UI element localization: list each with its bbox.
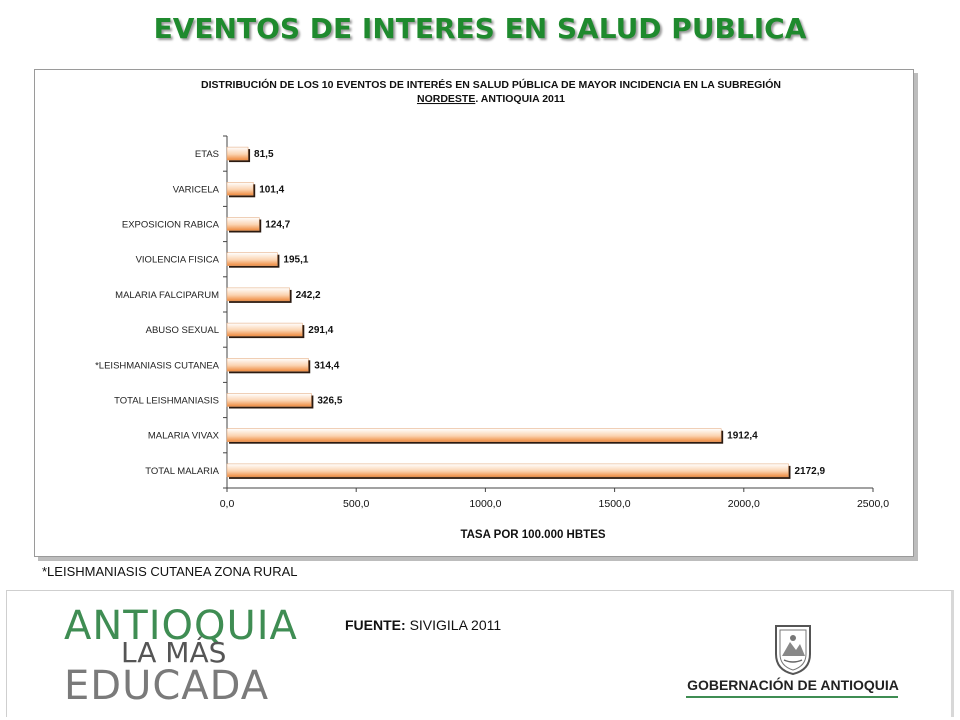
category-label: MALARIA FALCIPARUM [115,290,219,301]
x-tick-label: 1000,0 [469,498,501,510]
chart-title-region: NORDESTE [417,93,475,105]
gobernacion-underline [686,696,898,698]
data-label: 101,4 [259,184,284,195]
x-tick-label: 0,0 [220,498,235,510]
data-label: 242,2 [296,290,321,301]
gobernacion-logo: GOBERNACIÓN DE ANTIOQUIA [686,620,900,706]
footnote: *LEISHMANIASIS CUTANEA ZONA RURAL [42,564,298,579]
data-label: 124,7 [265,220,290,231]
bar [226,393,312,407]
category-label: *LEISHMANIASIS CUTANEA [95,360,220,371]
logo-line-educada: EDUCADA [64,663,270,709]
x-tick-label: 1500,0 [599,498,631,510]
bar [226,146,249,161]
category-label: VIOLENCIA FISICA [136,255,220,266]
logo-line-antioquia: ANTIOQUIA [64,603,298,649]
category-label: TOTAL LEISHMANIASIS [114,396,219,407]
chart-title-year: . ANTIOQUIA 2011 [475,93,565,105]
antioquia-la-mas-educada-logo: ANTIOQUIA LA MÁS EDUCADA [64,604,304,710]
category-label: ETAS [195,149,219,160]
data-label: 314,4 [314,360,339,371]
category-label: VARICELA [173,184,220,195]
gobernacion-label: GOBERNACIÓN DE ANTIOQUIA [687,677,899,693]
category-label: TOTAL MALARIA [145,466,219,477]
source-value: SIVIGILA 2011 [409,617,502,633]
coat-of-arms-icon [775,625,811,676]
x-tick-label: 500,0 [343,498,369,510]
bar [226,463,789,478]
logo-line-la-mas: LA MÁS [121,636,227,669]
data-label: 291,4 [308,325,333,336]
data-label: 2172,9 [794,466,825,477]
data-label: 326,5 [317,396,342,407]
data-label: 81,5 [254,149,274,160]
data-label: 195,1 [283,255,308,266]
bar [226,428,722,442]
bar [226,182,254,196]
bar-chart: DISTRIBUCIÓN DE LOS 10 EVENTOS DE INTERÉ… [95,78,889,541]
plot-area: 0,0 500,0 1000,0 1500,0 2000,0 2500,0 ETAS 81,5… [95,135,889,510]
bar [226,217,260,231]
data-label: 1912,4 [727,431,758,442]
bar [226,252,278,266]
page-title: EVENTOS DE INTERES EN SALUD PUBLICA [153,12,807,45]
category-label: MALARIA VIVAX [148,431,220,442]
category-label: ABUSO SEXUAL [146,325,219,336]
bar [226,358,309,372]
chart-frame: DISTRIBUCIÓN DE LOS 10 EVENTOS DE INTERÉ… [34,69,914,557]
svg-text:NORDESTE. ANTIOQUIA 2011: NORDESTE. ANTIOQUIA 2011 [417,93,565,105]
chart-title-line1: DISTRIBUCIÓN DE LOS 10 EVENTOS DE INTERÉ… [201,78,781,91]
x-tick-label: 2500,0 [857,498,889,510]
x-axis-label: TASA POR 100.000 HBTES [460,529,605,541]
source-note: FUENTE: SIVIGILA 2011 [345,617,501,633]
category-label: EXPOSICION RABICA [122,220,220,231]
x-tick-label: 2000,0 [728,498,760,510]
bar [226,287,290,302]
bar [226,322,303,337]
source-label: FUENTE: [345,617,406,633]
